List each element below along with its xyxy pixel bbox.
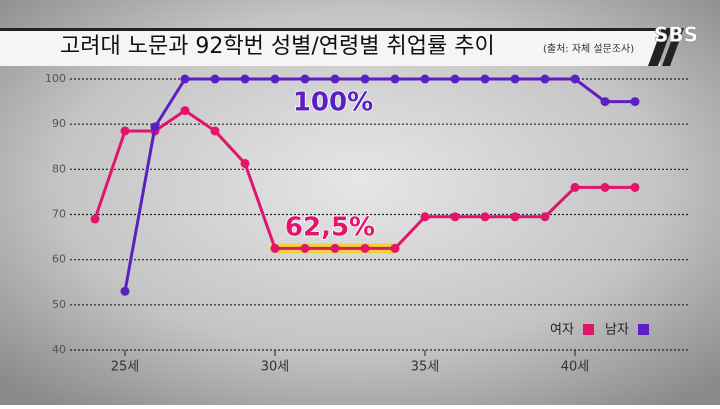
point bbox=[540, 74, 550, 84]
y-tick-label: 60 bbox=[52, 253, 66, 266]
point bbox=[180, 74, 190, 84]
legend-swatch bbox=[638, 324, 649, 335]
y-tick-label: 80 bbox=[52, 162, 66, 175]
point bbox=[90, 214, 100, 224]
point bbox=[120, 126, 130, 136]
point bbox=[420, 212, 430, 222]
y-tick-label: 70 bbox=[52, 208, 66, 221]
y-tick-label: 40 bbox=[52, 343, 66, 356]
point bbox=[450, 74, 460, 84]
title-stripes bbox=[648, 28, 684, 66]
point bbox=[240, 74, 250, 84]
y-tick-label: 50 bbox=[52, 298, 66, 311]
chart-subtitle: (출처: 자체 설문조사) bbox=[543, 43, 634, 55]
point bbox=[330, 74, 340, 84]
point bbox=[150, 122, 160, 132]
point bbox=[180, 106, 190, 116]
legend-label: 남자 bbox=[605, 323, 629, 338]
point bbox=[390, 243, 400, 253]
point bbox=[270, 243, 280, 253]
annotation: 100% bbox=[293, 88, 373, 118]
x-tick-label: 35세 bbox=[411, 360, 440, 375]
x-tick-label: 25세 bbox=[111, 360, 140, 375]
point bbox=[510, 212, 520, 222]
point bbox=[600, 97, 610, 107]
title-bar bbox=[0, 28, 660, 66]
point bbox=[480, 74, 490, 84]
point bbox=[360, 243, 370, 253]
point bbox=[210, 74, 220, 84]
point bbox=[390, 74, 400, 84]
annotation: 62,5% bbox=[285, 213, 375, 243]
point bbox=[510, 74, 520, 84]
legend-label: 여자 bbox=[550, 323, 574, 338]
point bbox=[120, 286, 130, 296]
point bbox=[630, 97, 640, 107]
point bbox=[330, 243, 340, 253]
legend-swatch bbox=[583, 324, 594, 335]
x-tick-label: 40세 bbox=[561, 360, 590, 375]
y-tick-label: 100 bbox=[45, 72, 66, 85]
x-tick-label: 30세 bbox=[261, 360, 290, 375]
point bbox=[300, 74, 310, 84]
point bbox=[480, 212, 490, 222]
chart-title: 고려대 노문과 92학번 성별/연령별 취업률 추이 bbox=[60, 34, 495, 59]
title-bar-edge bbox=[0, 28, 660, 31]
point bbox=[270, 74, 280, 84]
point bbox=[450, 212, 460, 222]
series-line bbox=[123, 77, 635, 292]
point bbox=[210, 126, 220, 136]
point bbox=[630, 182, 640, 192]
point bbox=[360, 74, 370, 84]
point bbox=[570, 74, 580, 84]
point bbox=[240, 158, 250, 168]
point bbox=[540, 212, 550, 222]
point bbox=[300, 243, 310, 253]
logo: SBS bbox=[654, 23, 698, 47]
point bbox=[420, 74, 430, 84]
point bbox=[570, 182, 580, 192]
point bbox=[600, 182, 610, 192]
y-tick-label: 90 bbox=[52, 117, 66, 130]
